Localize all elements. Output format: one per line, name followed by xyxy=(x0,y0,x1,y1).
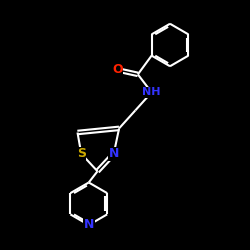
Text: NH: NH xyxy=(142,88,161,97)
Text: N: N xyxy=(84,218,94,232)
Text: S: S xyxy=(77,147,86,160)
Text: N: N xyxy=(108,147,119,160)
Text: O: O xyxy=(112,64,123,76)
